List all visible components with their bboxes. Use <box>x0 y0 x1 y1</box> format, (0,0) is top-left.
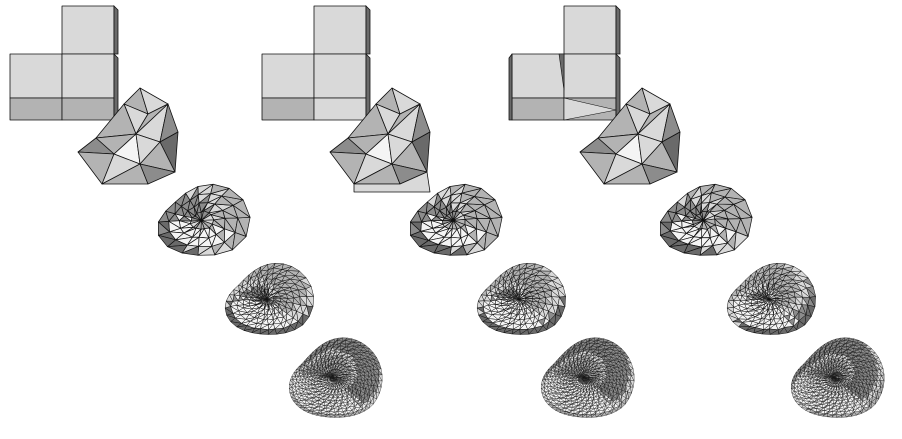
mesh-face <box>299 277 312 287</box>
mesh-face <box>61 53 115 99</box>
subdivision-2 <box>659 183 753 256</box>
mesh-face <box>313 5 367 55</box>
mesh-face <box>376 392 380 400</box>
mesh-face <box>365 53 371 121</box>
mesh-face <box>261 97 315 121</box>
mesh-face <box>305 286 314 297</box>
mesh-face <box>9 53 63 99</box>
mesh-face <box>181 246 199 256</box>
mesh-face <box>615 53 621 121</box>
mesh-face <box>508 53 513 121</box>
mesh-face <box>563 5 617 55</box>
mesh-face <box>232 199 251 218</box>
mesh-face <box>232 232 247 251</box>
mesh-face <box>139 163 176 185</box>
mesh-face <box>294 321 304 331</box>
cube-base <box>508 5 621 121</box>
mesh-face <box>224 307 234 316</box>
mesh-face <box>243 328 255 333</box>
subdivision-4 <box>289 337 383 418</box>
mesh-face <box>238 279 244 287</box>
mesh-face <box>113 5 119 55</box>
mesh-face <box>276 328 286 335</box>
column-1 <box>9 5 383 418</box>
subdivision-3 <box>726 262 816 335</box>
mesh-face <box>302 313 310 326</box>
subdivision-2 <box>157 183 251 256</box>
cube-base <box>261 5 371 121</box>
subdivision-2 <box>409 183 503 256</box>
mesh-face <box>365 5 371 55</box>
mesh-face <box>554 314 562 326</box>
mesh-face <box>306 305 314 317</box>
mesh-face <box>735 284 741 291</box>
mesh-face <box>313 97 367 121</box>
mesh-face <box>113 53 119 121</box>
mesh-face <box>197 183 214 195</box>
mesh-face <box>481 289 488 296</box>
subdivision-3 <box>224 262 314 335</box>
mesh-face <box>254 266 261 276</box>
mesh-face <box>9 97 63 121</box>
mesh-face <box>157 234 176 248</box>
mesh-face <box>417 201 428 214</box>
mesh-face <box>804 314 812 326</box>
mesh-face <box>260 264 268 272</box>
mesh-face <box>295 270 307 279</box>
mesh-face <box>221 188 244 201</box>
mesh-face <box>174 192 187 207</box>
mesh-face <box>267 262 276 271</box>
mesh-face <box>563 53 617 99</box>
mesh-face <box>248 270 255 279</box>
mesh-face <box>548 366 552 371</box>
mesh-face <box>226 314 236 322</box>
mesh-face <box>224 300 231 309</box>
mesh-face <box>285 325 295 334</box>
mesh-face <box>197 246 216 256</box>
mesh-face <box>667 201 678 214</box>
mesh-face <box>210 183 230 194</box>
mesh-face <box>157 221 170 236</box>
mesh-face <box>281 263 292 270</box>
mesh-face <box>165 201 176 215</box>
mesh-face <box>214 241 233 256</box>
mesh-face <box>511 97 565 121</box>
mesh-face <box>226 294 234 302</box>
mesh-face <box>230 321 242 328</box>
mesh-face <box>236 325 247 331</box>
mesh-face <box>61 97 115 121</box>
subdivision-4 <box>541 337 635 418</box>
mesh-face <box>261 53 315 99</box>
mesh-face <box>615 5 621 55</box>
mesh-face <box>251 328 261 335</box>
mesh-face <box>287 266 300 272</box>
cube-base <box>9 5 119 121</box>
mesh-face <box>61 5 115 55</box>
mesh-face <box>167 244 188 254</box>
mesh-face <box>273 262 284 269</box>
mesh-face <box>267 328 277 335</box>
mesh-face <box>545 369 549 373</box>
mesh-face <box>293 369 297 373</box>
mesh-face <box>233 284 240 292</box>
mesh-face <box>511 53 565 99</box>
mesh-face <box>229 289 235 296</box>
mesh-face <box>550 363 554 368</box>
subdivision-1 <box>77 87 179 185</box>
mesh-face <box>243 274 250 284</box>
mesh-face <box>185 186 199 201</box>
subdivision-3 <box>476 262 566 335</box>
subdivision-4 <box>791 337 885 418</box>
mesh-face <box>259 329 269 335</box>
mesh-face <box>158 210 170 223</box>
mesh-face <box>313 53 367 99</box>
